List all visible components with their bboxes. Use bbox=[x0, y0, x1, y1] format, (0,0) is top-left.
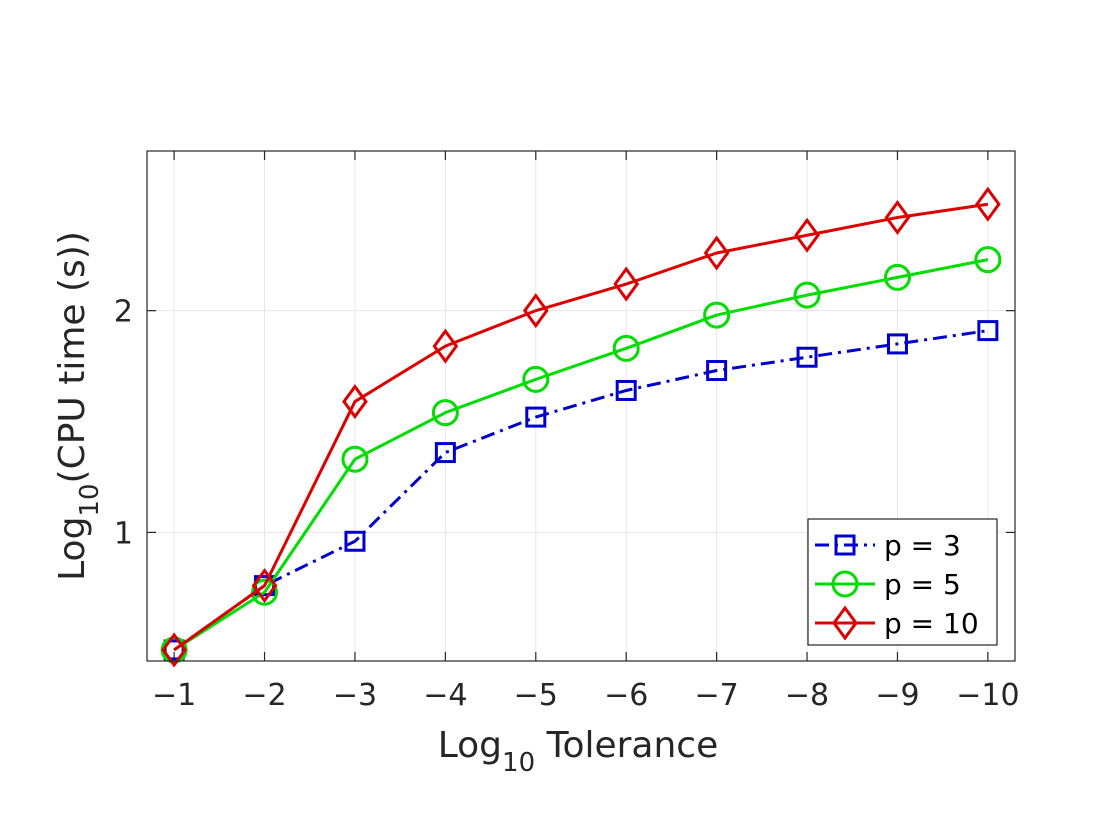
x-tick-label: −6 bbox=[604, 678, 648, 713]
y-tick-label: 2 bbox=[114, 295, 133, 330]
data-point bbox=[522, 293, 549, 329]
x-axis-label-subscript: 10 bbox=[502, 748, 535, 778]
legend-marker bbox=[831, 570, 859, 598]
x-tick-label: −3 bbox=[333, 678, 377, 713]
series-1 bbox=[160, 246, 1002, 664]
data-point bbox=[703, 301, 731, 329]
data-point bbox=[522, 365, 550, 393]
legend-marker bbox=[832, 605, 858, 641]
grid bbox=[147, 151, 1015, 661]
y-tick-labels: 12 bbox=[114, 295, 133, 552]
x-tick-label: −5 bbox=[514, 678, 558, 713]
x-tick-label: −1 bbox=[152, 678, 196, 713]
series-line bbox=[173, 329, 989, 652]
legend-label: p = 3 bbox=[884, 529, 961, 562]
data-point bbox=[974, 246, 1002, 274]
data-point bbox=[883, 263, 911, 291]
plot-frame bbox=[146, 150, 1016, 662]
series-layer bbox=[160, 186, 1002, 668]
data-point bbox=[886, 333, 908, 355]
legend-label: p = 10 bbox=[884, 607, 979, 640]
data-point bbox=[161, 632, 187, 668]
legend: p = 3 p = 5 p = 10 bbox=[807, 518, 998, 646]
data-point bbox=[251, 578, 279, 606]
data-point bbox=[342, 384, 368, 420]
data-point bbox=[793, 281, 821, 309]
data-point bbox=[525, 406, 547, 428]
x-tick-label: −2 bbox=[242, 678, 286, 713]
y-axis-label: Log10(CPU time (s)) bbox=[52, 231, 105, 581]
legend-label: p = 5 bbox=[884, 568, 961, 601]
data-point bbox=[251, 568, 278, 604]
data-point bbox=[163, 639, 185, 661]
series-line bbox=[173, 202, 989, 652]
x-tick-labels: −1 −2 −3 −4 −5 −6 −7 −8 −9 −10 bbox=[152, 678, 1020, 713]
series-line bbox=[173, 258, 989, 652]
data-point bbox=[344, 530, 366, 552]
series-2 bbox=[161, 186, 1001, 668]
data-point bbox=[615, 379, 637, 401]
x-tick-label: −4 bbox=[423, 678, 467, 713]
legend-marker bbox=[834, 534, 856, 556]
data-point bbox=[884, 199, 911, 236]
data-point bbox=[612, 334, 640, 362]
x-tick-label: −9 bbox=[875, 678, 919, 713]
data-point bbox=[613, 266, 640, 302]
legend-box bbox=[807, 518, 998, 646]
x-tick-label: −10 bbox=[956, 678, 1019, 713]
y-axis-label-subscript: 10 bbox=[75, 483, 105, 516]
data-point bbox=[434, 442, 456, 464]
x-tick-label: −7 bbox=[695, 678, 739, 713]
x-tick-label: −8 bbox=[785, 678, 829, 713]
data-point bbox=[796, 346, 818, 368]
x-axis-label: Log10 Tolerance bbox=[438, 725, 719, 778]
data-point bbox=[432, 328, 459, 364]
data-point bbox=[341, 445, 369, 473]
data-point bbox=[431, 399, 459, 427]
data-point bbox=[975, 186, 1001, 222]
data-point bbox=[977, 320, 999, 342]
data-point bbox=[703, 235, 730, 271]
y-tick-label: 1 bbox=[114, 516, 133, 551]
data-point bbox=[794, 217, 820, 253]
data-point bbox=[706, 360, 728, 382]
